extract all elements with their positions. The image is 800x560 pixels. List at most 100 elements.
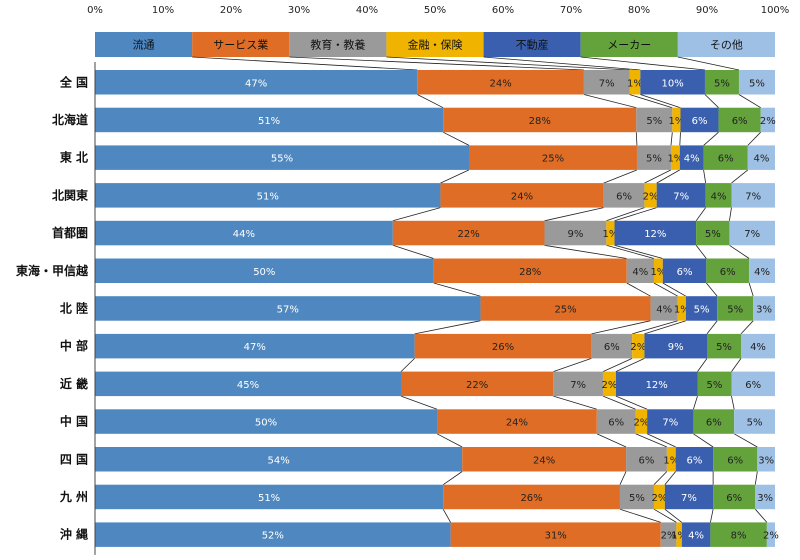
data-label: 5%: [705, 229, 721, 240]
series-line: [629, 94, 673, 109]
bar-segment: [697, 371, 732, 397]
bar-segment: [713, 447, 758, 472]
bar-segment: [95, 70, 418, 95]
data-label: 47%: [245, 78, 267, 89]
data-label: 5%: [727, 304, 743, 315]
category-label: 四 国: [60, 452, 88, 466]
bar-segment: [656, 183, 706, 208]
data-label: 6%: [608, 418, 624, 429]
data-label: 31%: [545, 531, 567, 542]
bar-segment: [417, 70, 584, 95]
legend-label: 不動産: [516, 38, 549, 52]
data-label: 51%: [257, 191, 279, 202]
bar-segment: [738, 70, 775, 95]
legend-label: 教育・教養: [310, 38, 365, 52]
bar-segment: [749, 258, 775, 283]
data-label: 25%: [554, 304, 576, 315]
data-label: 1%: [667, 154, 683, 165]
category-label: 九 州: [59, 489, 88, 504]
legend-swatch: [289, 32, 387, 57]
data-label: 51%: [258, 116, 280, 127]
data-label: 3%: [757, 493, 773, 504]
bar-segment: [729, 220, 775, 246]
series-line: [614, 244, 663, 259]
series-line: [400, 395, 438, 410]
bar-segment: [707, 333, 741, 359]
bar-segment: [619, 484, 654, 510]
series-line: [653, 471, 668, 485]
series-line: [653, 282, 678, 297]
bar-segment: [704, 70, 739, 95]
legend-swatch: [192, 32, 290, 57]
series-line: [695, 245, 707, 259]
bar-segment: [681, 522, 711, 547]
legend-label: メーカー: [607, 39, 651, 52]
series-line: [731, 169, 749, 184]
data-label: 9%: [668, 342, 684, 353]
data-label: 50%: [253, 267, 275, 278]
category-label: 中 国: [60, 414, 88, 429]
data-label: 3%: [758, 455, 774, 466]
data-label: 6%: [604, 342, 620, 353]
bar-segment: [636, 107, 673, 133]
bar-segment: [672, 107, 681, 133]
series-line: [392, 207, 441, 222]
series-line: [392, 244, 434, 259]
series-line: [653, 508, 677, 523]
bar-segment: [95, 183, 441, 208]
series-line: [386, 56, 630, 71]
category-label: 近 畿: [60, 376, 88, 391]
bar-segment: [755, 484, 775, 510]
legend-swatch: [95, 32, 193, 57]
bar-segment: [626, 258, 654, 283]
bar-segment: [666, 447, 676, 472]
series-line: [414, 320, 481, 335]
data-label: 1%: [674, 304, 690, 315]
series-line: [442, 471, 463, 486]
series-line: [619, 471, 627, 485]
data-label: 24%: [511, 191, 533, 202]
data-label: 7%: [599, 78, 615, 89]
legend-label: 流通: [133, 38, 155, 52]
bar-segment: [614, 220, 697, 246]
data-label: 1%: [668, 116, 684, 127]
series-line: [433, 282, 481, 297]
series-line: [602, 358, 633, 372]
series-line: [670, 132, 673, 146]
bar-segment: [440, 183, 604, 208]
bar-segment: [392, 220, 545, 246]
series-line: [754, 508, 768, 523]
series-line: [442, 131, 470, 146]
series-line: [400, 358, 415, 372]
bar-segment: [650, 296, 678, 321]
legend-label: サービス業: [213, 39, 268, 52]
bar-segment: [760, 107, 775, 133]
series-line: [656, 169, 680, 184]
bar-segment: [693, 409, 735, 434]
legend-label: 金融・保険: [408, 38, 463, 52]
bar-segment: [602, 371, 616, 397]
data-label: 4%: [684, 154, 700, 165]
data-label: 1%: [671, 531, 687, 542]
bar-segment: [95, 220, 393, 246]
data-label: 4%: [656, 304, 672, 315]
series-line: [553, 395, 597, 410]
bar-segment: [95, 409, 438, 434]
series-line: [606, 244, 655, 259]
data-label: 5%: [716, 342, 732, 353]
x-tick-label: 70%: [560, 5, 582, 16]
bar-segment: [632, 333, 645, 359]
series-line: [440, 169, 470, 184]
category-label: 東 北: [60, 150, 88, 165]
data-label: 26%: [520, 493, 542, 504]
series-line: [734, 433, 758, 448]
series-line: [710, 509, 714, 523]
bar-segment: [710, 522, 767, 547]
series-line: [640, 94, 681, 109]
x-tick-label: 50%: [424, 5, 446, 16]
data-label: 5%: [646, 154, 662, 165]
data-label: 2%: [651, 493, 667, 504]
data-label: 55%: [271, 154, 293, 165]
legend-swatch: [386, 32, 484, 57]
